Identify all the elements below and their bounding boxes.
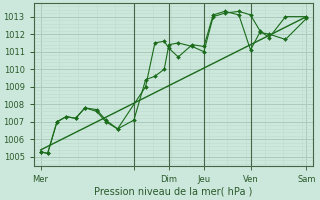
X-axis label: Pression niveau de la mer( hPa ): Pression niveau de la mer( hPa ) bbox=[94, 187, 253, 197]
